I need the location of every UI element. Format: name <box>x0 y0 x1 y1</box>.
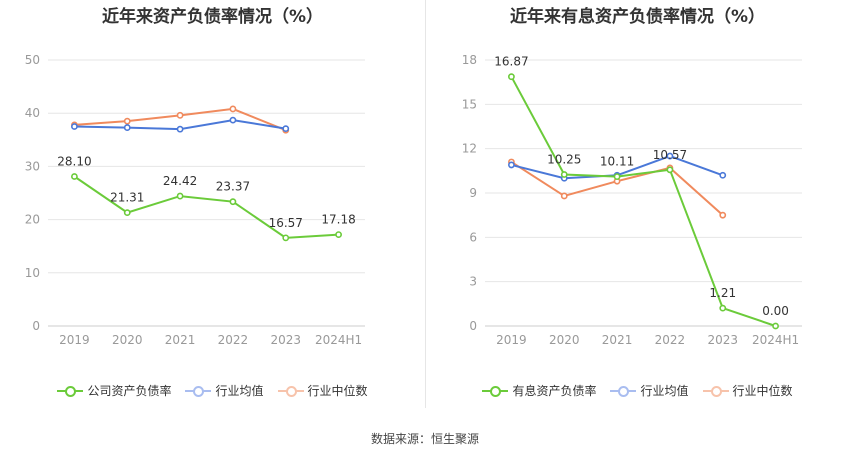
y-tick-label: 15 <box>462 97 477 111</box>
data-label: 28.10 <box>57 155 91 169</box>
legend-item-industry-mean[interactable]: 行业均值 <box>185 382 264 399</box>
data-label: 10.11 <box>600 155 634 169</box>
legend-line-icon <box>482 385 509 397</box>
y-tick-label: 20 <box>25 213 40 227</box>
y-tick-label: 6 <box>469 230 477 244</box>
y-tick-label: 9 <box>469 186 477 200</box>
data-label: 10.25 <box>547 153 581 167</box>
data-label: 24.42 <box>163 174 197 188</box>
chart-title: 近年来有息资产负债率情况（%） <box>509 7 766 27</box>
data-point-company[interactable] <box>613 173 621 180</box>
legend-item-industry-mean[interactable]: 行业均值 <box>610 382 689 399</box>
series-line-company <box>510 76 776 327</box>
data-point-industry-mean[interactable] <box>508 161 515 169</box>
data-point-company[interactable] <box>123 209 131 217</box>
y-tick-label: 10 <box>25 266 40 280</box>
data-point-industry-median[interactable] <box>176 111 184 119</box>
series-line-company <box>73 175 339 239</box>
data-point-company[interactable] <box>176 192 184 200</box>
data-point-company[interactable] <box>71 173 78 180</box>
series-line-industry-median <box>510 161 724 216</box>
y-tick-label: 50 <box>25 53 40 67</box>
legend-label: 有息资产负债率 <box>512 384 597 398</box>
legend-item-company[interactable]: 有息资产负债率 <box>482 382 596 399</box>
data-point-industry-mean[interactable] <box>71 123 78 130</box>
x-tick-label: 2024H1 <box>315 333 362 347</box>
x-tick-label: 2023 <box>707 333 738 347</box>
legend-label: 公司资产负债率 <box>87 384 172 398</box>
y-tick-label: 12 <box>462 142 477 156</box>
data-point-company[interactable] <box>666 166 674 174</box>
legend-line-icon <box>185 385 212 397</box>
legend-label: 行业均值 <box>215 384 264 398</box>
data-point-company[interactable] <box>508 73 515 81</box>
data-label: 1.21 <box>709 286 736 300</box>
data-label: 0.00 <box>762 304 789 318</box>
data-point-industry-mean[interactable] <box>229 116 237 124</box>
legend-item-company[interactable]: 公司资产负债率 <box>57 382 171 399</box>
data-label: 10.57 <box>653 148 687 162</box>
interest-bearing-liability-plot: 0 3 6 9 12 15 18 2019 2020 2021 2022 2023 2024H1 16.8… <box>462 53 802 347</box>
chart-title: 近年来资产负债率情况（%） <box>101 7 324 27</box>
x-tick-label: 2020 <box>549 333 580 347</box>
x-tick-label: 2021 <box>602 333 633 347</box>
panel-divider <box>425 0 426 408</box>
data-label: 16.57 <box>269 216 303 230</box>
data-point-company[interactable] <box>719 304 727 312</box>
x-tick-label: 2022 <box>655 333 686 347</box>
data-label: 21.31 <box>110 191 144 205</box>
data-point-company[interactable] <box>560 171 568 178</box>
legend: 公司资产负债率 行业均值 行业中位数 <box>0 382 425 399</box>
legend-line-icon <box>57 385 84 397</box>
data-point-industry-mean[interactable] <box>282 125 290 133</box>
data-source: 数据来源：恒生聚源 <box>370 432 479 446</box>
x-tick-label: 2024H1 <box>752 333 799 347</box>
data-label: 17.18 <box>321 213 355 227</box>
data-point-industry-median[interactable] <box>229 105 237 113</box>
interest-bearing-liability-chart: 近年来有息资产负债率情况（%） 0 3 6 9 12 15 18 2019 2020 2021 20… <box>425 0 850 410</box>
legend-label: 行业中位数 <box>732 384 793 398</box>
data-point-industry-median[interactable] <box>719 211 727 219</box>
legend-line-icon <box>277 385 304 397</box>
x-tick-label: 2020 <box>112 333 143 347</box>
legend: 有息资产负债率 行业均值 行业中位数 <box>425 382 850 399</box>
data-point-industry-mean[interactable] <box>666 152 674 160</box>
asset-liability-chart: 近年来资产负债率情况（%） 0 10 20 30 40 50 2019 2020 2021 202… <box>0 0 425 410</box>
data-label: 23.37 <box>216 180 250 194</box>
data-point-company[interactable] <box>772 322 779 330</box>
y-tick-label: 40 <box>25 106 40 120</box>
legend-label: 行业中位数 <box>307 384 368 398</box>
data-point-industry-mean[interactable] <box>176 125 184 133</box>
x-tick-label: 2022 <box>218 333 249 347</box>
data-point-company[interactable] <box>282 234 290 242</box>
legend-line-icon <box>610 385 637 397</box>
data-point-industry-median[interactable] <box>560 192 568 200</box>
legend-label: 行业均值 <box>640 384 689 398</box>
data-point-industry-mean[interactable] <box>719 171 727 179</box>
data-point-industry-mean[interactable] <box>123 124 131 131</box>
legend-item-industry-median[interactable]: 行业中位数 <box>277 382 368 399</box>
y-tick-label: 0 <box>32 319 40 333</box>
data-point-company[interactable] <box>229 198 237 206</box>
data-point-company[interactable] <box>335 231 342 239</box>
legend-line-icon <box>702 385 729 397</box>
x-tick-label: 2019 <box>496 333 527 347</box>
x-tick-label: 2019 <box>59 333 90 347</box>
x-tick-label: 2023 <box>270 333 301 347</box>
y-tick-label: 3 <box>469 275 477 289</box>
data-label: 16.87 <box>494 55 528 69</box>
legend-item-industry-median[interactable]: 行业中位数 <box>702 382 793 399</box>
data-point-industry-median[interactable] <box>123 117 131 125</box>
y-tick-label: 0 <box>469 319 477 333</box>
asset-liability-plot: 0 10 20 30 40 50 2019 2020 2021 2022 2023 2024H1 28.… <box>25 53 365 347</box>
y-tick-label: 30 <box>25 159 40 173</box>
x-tick-label: 2021 <box>165 333 196 347</box>
y-tick-label: 18 <box>462 53 477 67</box>
